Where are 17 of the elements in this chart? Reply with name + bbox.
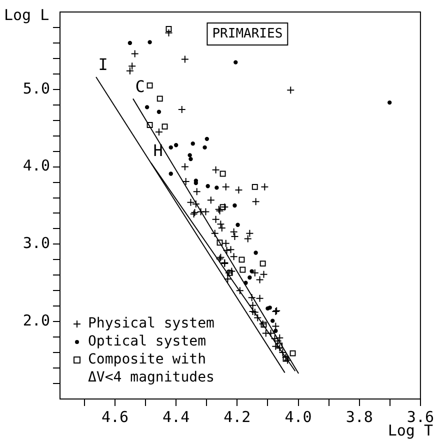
y-tick-label: 4.0	[22, 156, 50, 175]
x-tick-label: 4.2	[224, 408, 251, 426]
y-tick-label: 5.0	[22, 79, 50, 98]
series-label: C	[135, 76, 145, 96]
y-tick-label: 3.0	[22, 234, 50, 252]
x-tick-label: 4.4	[162, 408, 190, 426]
series-label: H	[153, 141, 163, 160]
x-tick-label: 3.8	[346, 408, 373, 426]
series-label: I	[98, 55, 108, 74]
legend-label: Physical system	[88, 316, 214, 332]
legend-label: Optical system	[88, 334, 206, 350]
y-tick-label: 2.0	[22, 311, 50, 330]
x-tick-label: 4.6	[101, 408, 129, 426]
x-tick-label: 4.0	[284, 408, 312, 426]
y-axis-title: Log L	[4, 6, 50, 24]
annotation: PRIMARIES	[212, 26, 283, 42]
legend-label: Composite with ΔV<4 magnitudes	[88, 352, 214, 386]
